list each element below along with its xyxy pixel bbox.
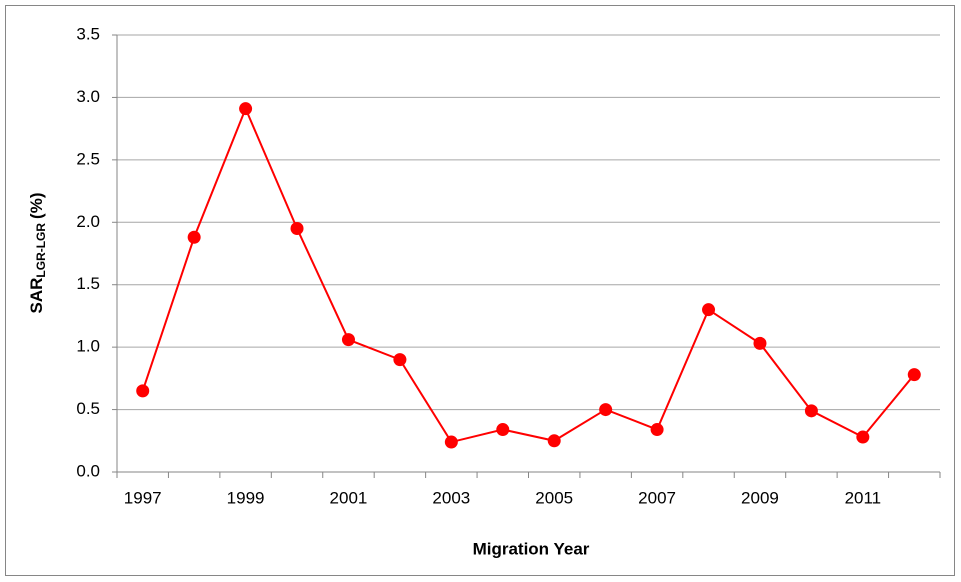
y-tick-label: 1.5 [76,274,100,293]
data-point [804,404,818,418]
data-point [547,434,561,448]
y-title-unit: (%) [27,192,46,218]
y-tick-label: 3.0 [76,87,100,106]
y-tick-label: 2.5 [76,149,100,168]
series-line [141,106,916,444]
y-tick-label: 0.5 [76,399,100,418]
data-point [239,102,253,116]
x-tick-label: 2001 [330,488,368,507]
data-point [444,435,458,449]
data-point [702,303,716,317]
y-axis-title: SARLGR-LGR (%) [27,192,48,313]
y-title-main: SAR [27,278,46,314]
data-point [393,353,407,367]
x-tick-label: 2003 [432,488,470,507]
x-tick-label: 1997 [124,488,162,507]
y-tick-label: 2.0 [76,212,100,231]
chart-border [5,5,955,576]
data-point [599,403,613,417]
data-point [753,336,767,350]
x-tick-label: 1999 [227,488,265,507]
x-tick-label: 2007 [638,488,676,507]
x-tick-label: 2009 [741,488,779,507]
x-axis-title: Migration Year [473,539,590,558]
data-point [290,222,304,236]
data-point [650,423,664,437]
data-point [907,368,921,382]
data-point [136,384,150,398]
x-tick-label: 2005 [535,488,573,507]
data-point [341,333,355,347]
y-tick-label: 1.0 [76,337,100,356]
data-point [187,230,201,244]
data-point [856,430,870,444]
data-point [496,423,510,437]
x-tick-label: 2011 [845,488,882,507]
y-title-sub: LGR-LGR [34,223,48,278]
y-tick-label: 0.0 [76,461,100,480]
y-tick-label: 3.5 [76,24,100,43]
